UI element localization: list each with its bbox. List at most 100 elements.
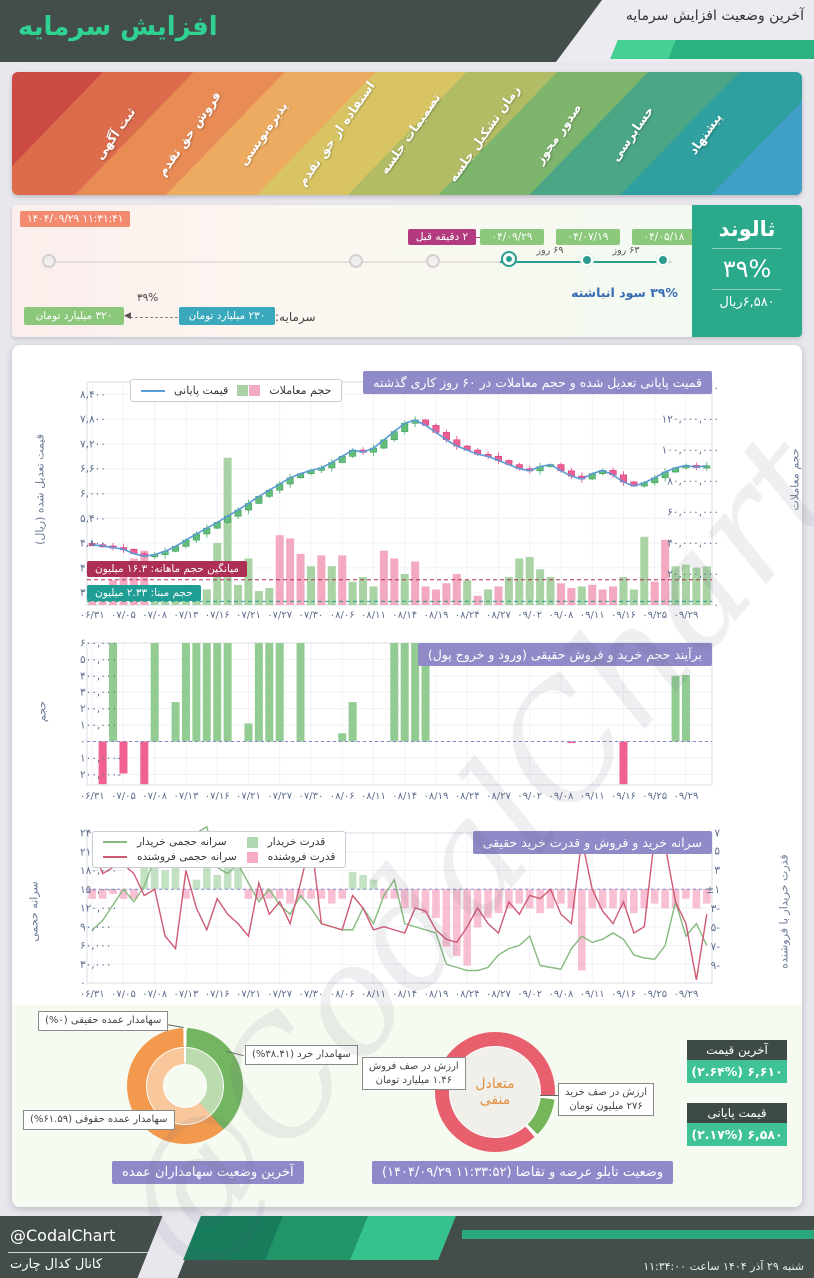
chart-title-badge: برآیند حجم خرید و فروش حقیقی (ورود و خرو…: [417, 643, 712, 666]
price-volume-chart-block: ۸,۴۰۰۷,۸۰۰۷,۲۰۰۶,۶۰۰۶,۰۰۰۵,۴۰۰۴,۸۰۰۴,۲۰۰…: [12, 363, 802, 621]
svg-text:۰۸/۰۶: ۰۸/۰۶: [330, 791, 355, 802]
svg-text:۰۹/۰۸: ۰۹/۰۸: [549, 791, 574, 802]
arrow-left-icon: ◀: [124, 311, 131, 321]
svg-text:۰۹/۰۲: ۰۹/۰۲: [517, 610, 542, 621]
capital-arrow-line: [130, 317, 178, 318]
svg-text:۰۷/۱۶: ۰۷/۱۶: [205, 989, 230, 1000]
sell-queue-callout: ارزش در صف فروش ۱.۴۶ میلیارد تومان: [362, 1057, 466, 1090]
svg-text:۰۸/۱۱: ۰۸/۱۱: [361, 989, 386, 1000]
svg-text:۰۷/۲۷: ۰۷/۲۷: [267, 610, 292, 621]
svg-text:۰۷/۰۸: ۰۷/۰۸: [142, 989, 167, 1000]
y-axis-label: حجم: [35, 700, 49, 723]
svg-text:۰۹/۱۶: ۰۹/۱۶: [611, 791, 636, 802]
footer-green-bar: [462, 1230, 814, 1239]
svg-text:۰۷/۲۱: ۰۷/۲۱: [236, 610, 261, 621]
milestone-date: ۰۴/۰۵/۱۸: [632, 229, 696, 245]
svg-text:۰۸/۱۱: ۰۸/۱۱: [361, 791, 386, 802]
svg-text:۰۸/۱۴: ۰۸/۱۴: [392, 610, 417, 621]
svg-text:۰۸/۱۴: ۰۸/۱۴: [392, 989, 417, 1000]
base-volume-badge: حجم مبنا: ۲.۳۳ میلیون: [87, 585, 201, 601]
svg-text:۰۷/۰۵: ۰۷/۰۵: [111, 610, 136, 621]
svg-text:۳۰,۰۰۰: ۳۰,۰۰۰: [80, 959, 112, 971]
svg-text:۰۷/۰۵: ۰۷/۰۵: [111, 989, 136, 1000]
axis-labels: ۲۴۰,۰۰۰۲۱۰,۰۰۰۱۸۰,۰۰۰۱۵۰,۰۰۰۱۲۰,۰۰۰۹۰,۰۰…: [80, 828, 721, 1001]
svg-text:۰۹/۰۲: ۰۹/۰۲: [517, 989, 542, 1000]
close-price-label: قیمت پایانی: [687, 1103, 787, 1123]
svg-text:۰۷/۱۶: ۰۷/۱۶: [205, 791, 230, 802]
header-stripe-dark: [668, 40, 814, 59]
svg-text:۰۷/۳۰: ۰۷/۳۰: [299, 610, 324, 621]
svg-text:۷,۸۰۰: ۷,۸۰۰: [80, 414, 106, 426]
svg-text:۰۷/۱۶: ۰۷/۱۶: [205, 610, 230, 621]
svg-text:۴۰,۰۰۰,۰۰۰: ۴۰,۰۰۰,۰۰۰: [667, 538, 719, 550]
svg-text:۷: ۷: [714, 828, 720, 840]
svg-text:۰۷/۲۱: ۰۷/۲۱: [236, 791, 261, 802]
ago-badge: ۲ دقیقه قبل: [408, 229, 476, 245]
volume-bars: [88, 457, 711, 605]
gap-label: ۶۹ روز: [536, 245, 564, 256]
last-price-badge: آخرین قیمت ۶,۶۱۰ (۲.۶۴%): [687, 1040, 787, 1083]
svg-text:۰۸/۰۶: ۰۸/۰۶: [330, 989, 355, 1000]
legend-label: سرانه حجمی خریدار: [137, 836, 227, 848]
svg-text:۰۹/۰۲: ۰۹/۰۲: [517, 791, 542, 802]
svg-text:۰۷/۰۵: ۰۷/۰۵: [111, 791, 136, 802]
timeline-panel: ۱۴۰۴/۰۹/۲۹ ۱۱:۳۱:۴۱ ۲ دقیقه قبل ۰۴/۰۹/۲۹…: [12, 205, 802, 337]
legend-label: قدرت خریدار: [267, 836, 326, 848]
milestone-date: ۰۴/۰۹/۲۹: [480, 229, 544, 245]
milestone-date: ۰۴/۰۷/۱۹: [556, 229, 620, 245]
svg-text:۰۷/۱۳: ۰۷/۱۳: [174, 989, 199, 1000]
milestone-dot-current: [503, 253, 515, 265]
svg-text:۰۸/۱۹: ۰۸/۱۹: [424, 610, 449, 621]
svg-text:۰۹/۱۱: ۰۹/۱۱: [580, 610, 605, 621]
svg-text:۰۹/۱۶: ۰۹/۱۶: [611, 989, 636, 1000]
buy-queue-label: ارزش در صف خرید: [565, 1087, 648, 1098]
chart-legend: قیمت پایانی حجم معاملات: [130, 379, 343, 402]
milestone-dot-done: [657, 254, 669, 266]
svg-text:۱۸۰,۰۰۰: ۱۸۰,۰۰۰: [80, 865, 117, 877]
svg-text:۰۷/۳۰: ۰۷/۳۰: [299, 791, 324, 802]
svg-text:۰۷/۰۸: ۰۷/۰۸: [142, 610, 167, 621]
footer-divider: [8, 1252, 148, 1253]
legend-label: قدرت فروشنده: [267, 851, 336, 863]
svg-text:-۹: -۹: [711, 960, 721, 972]
svg-text:۰۹/۱۶: ۰۹/۱۶: [611, 610, 636, 621]
close-price-badge: قیمت پایانی ۶,۵۸۰ (۲.۱۷%): [687, 1103, 787, 1146]
svg-text:۰۸/۲۷: ۰۸/۲۷: [486, 791, 511, 802]
header-stripe-light: [610, 40, 678, 59]
svg-text:۰۷/۲۱: ۰۷/۲۱: [236, 989, 261, 1000]
svg-text:۴۰۰,۰۰۰: ۴۰۰,۰۰۰: [80, 670, 117, 682]
svg-text:-۲۰۰,۰۰۰: -۲۰۰,۰۰۰: [80, 769, 121, 781]
svg-text:۰۹/۲۹: ۰۹/۲۹: [674, 989, 699, 1000]
svg-text:۰۹/۱۱: ۰۹/۱۱: [580, 989, 605, 1000]
volume-down-swatch: [249, 385, 261, 396]
flow-bars: [98, 643, 690, 785]
orderbook-donut: متعادل منفی: [435, 1032, 555, 1152]
svg-text:۰۸/۱۹: ۰۸/۱۹: [424, 791, 449, 802]
seller-line: [91, 834, 708, 981]
svg-text:۰: ۰: [80, 736, 86, 748]
svg-text:۶۰,۰۰۰: ۶۰,۰۰۰: [80, 940, 112, 952]
svg-text:۰۶/۳۱: ۰۶/۳۱: [80, 989, 105, 1000]
svg-text:۰۸/۲۷: ۰۸/۲۷: [486, 989, 511, 1000]
svg-text:۵,۴۰۰: ۵,۴۰۰: [80, 513, 106, 525]
svg-text:۲۰۰,۰۰۰: ۲۰۰,۰۰۰: [80, 703, 117, 715]
money-flow-chart-block: ۶۰۰,۰۰۰ ۵۰۰,۰۰۰ ۴۰۰,۰۰۰ ۳۰۰,۰۰۰ ۲۰۰,۰۰۰ ۱۰۰,۰…: [12, 635, 802, 810]
chart-legend: سرانه حجمی خریدار قدرت خریدار سرانه حجمی…: [92, 831, 347, 868]
capital-now-badge: ۲۳۰ میلیارد تومان: [179, 307, 275, 325]
legend-label: سرانه حجمی فروشنده: [137, 851, 237, 863]
donut-hole: [163, 1064, 207, 1108]
orderbook-status-line2: منفی: [479, 1092, 511, 1108]
svg-text:۱۲۰,۰۰۰: ۱۲۰,۰۰۰: [80, 903, 117, 915]
svg-text:۱۵۰,۰۰۰: ۱۵۰,۰۰۰: [80, 884, 117, 896]
svg-text:۱۲۰,۰۰۰,۰۰۰: ۱۲۰,۰۰۰,۰۰۰: [662, 414, 719, 426]
buy-queue-value: ۲۷۶ میلیون تومان: [569, 1100, 643, 1112]
svg-text:۰۷/۱۳: ۰۷/۱۳: [174, 610, 199, 621]
header-wedge: آخرین وضعیت افزایش سرمایه: [556, 0, 814, 62]
stage-banner: ثبت آگهی فروش حق تقدم پذیره‌نویسی استفاده ا…: [12, 72, 802, 195]
milestone-dot-done: [581, 254, 593, 266]
svg-text:۶۰۰,۰۰۰: ۶۰۰,۰۰۰: [80, 638, 117, 650]
close-price-value: ۶,۵۸۰ (۲.۱۷%): [687, 1123, 787, 1146]
milestone-dot-empty: [426, 254, 440, 268]
sell-queue-label: ارزش در صف فروش: [369, 1061, 459, 1072]
